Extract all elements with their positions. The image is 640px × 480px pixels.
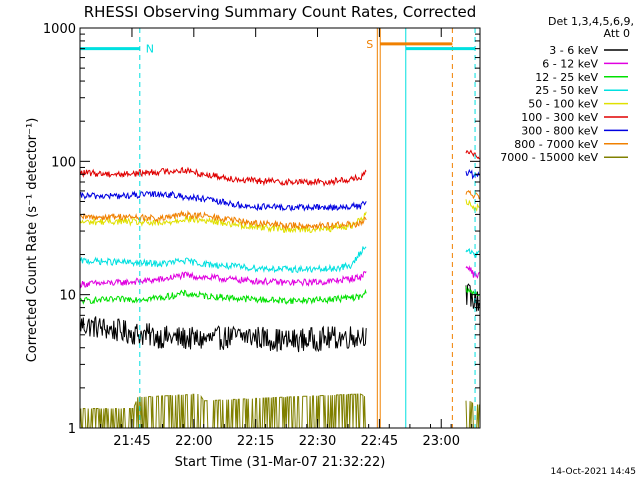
legend-entry-label: 6 - 12 keV xyxy=(542,57,598,70)
y-tick-label: 1000 xyxy=(43,22,76,37)
y-tick-label: 100 xyxy=(51,155,76,170)
series-lines xyxy=(79,149,480,429)
series-line-25-50- xyxy=(79,246,480,274)
legend-header-attenuator: Att 0 xyxy=(604,27,630,40)
legend-entry-label: 25 - 50 keV xyxy=(535,84,598,97)
x-tick-label: 21:45 xyxy=(113,434,150,449)
flag-label: N xyxy=(146,43,154,56)
legend-header-detectors: Det 1,3,4,5,6,9, xyxy=(548,15,634,28)
date-stamp: 14-Oct-2021 14:45 xyxy=(551,467,636,477)
x-tick-label: 22:30 xyxy=(299,434,336,449)
series-line-100-300- xyxy=(79,149,480,187)
series-line-3-6- xyxy=(79,283,480,353)
x-tick-label: 22:15 xyxy=(237,434,274,449)
x-tick-label: 22:00 xyxy=(175,434,212,449)
legend-entry-label: 100 - 300 keV xyxy=(521,111,598,124)
y-tick-label: 10 xyxy=(59,289,76,304)
legend-entry-label: 300 - 800 keV xyxy=(521,124,598,137)
series-line-6-12- xyxy=(79,265,480,289)
plot-frame xyxy=(79,27,481,429)
series-line-300-800- xyxy=(79,168,480,212)
legend-entry-label: 800 - 7000 keV xyxy=(514,138,598,151)
legend-entry-label: 12 - 25 keV xyxy=(535,71,598,84)
chart-title: RHESSI Observing Summary Count Rates, Co… xyxy=(84,3,477,21)
legend-entry-label: 50 - 100 keV xyxy=(528,98,598,111)
series-line-800-7000- xyxy=(79,189,480,231)
flag-label: S xyxy=(366,38,373,51)
x-axis-ticks: 21:45 22:00 22:15 22:30 22:45 23:00 xyxy=(79,28,473,449)
series-line-50-100- xyxy=(79,199,480,234)
x-tick-label: 23:00 xyxy=(423,434,460,449)
x-tick-label: 22:45 xyxy=(361,434,398,449)
y-axis-label: Corrected Count Rate (s⁻¹ detector⁻¹) xyxy=(25,118,40,363)
y-axis-ticks: 1 10 100 1000 xyxy=(43,22,480,437)
legend-entry-label: 7000 - 15000 keV xyxy=(500,151,598,164)
legend-entry-label: 3 - 6 keV xyxy=(549,44,598,57)
x-axis-label: Start Time (31-Mar-07 21:32:22) xyxy=(175,455,386,470)
y-tick-label: 1 xyxy=(68,422,76,437)
